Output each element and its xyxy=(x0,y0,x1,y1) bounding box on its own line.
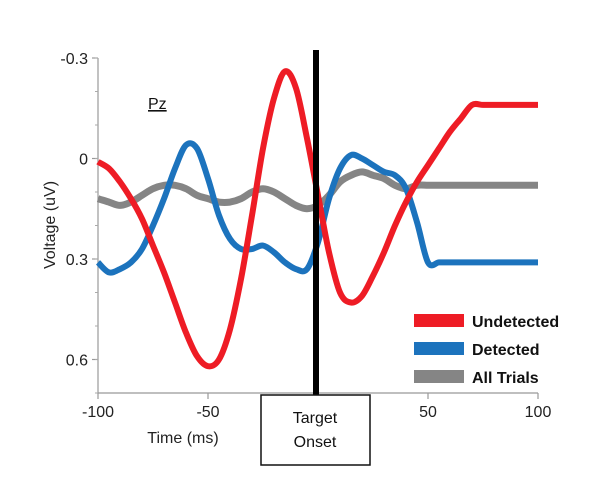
x-tick-label: -100 xyxy=(82,404,114,421)
legend-swatch-detected xyxy=(414,342,464,355)
y-ticks: -0.3 0 0.3 0.6 xyxy=(60,51,98,394)
x-ticks: -100 -50 50 100 xyxy=(82,393,551,421)
x-tick-label: -50 xyxy=(196,404,219,421)
legend-swatch-undetected xyxy=(414,314,464,327)
x-tick-label: 100 xyxy=(525,404,552,421)
y-tick-label: 0.6 xyxy=(66,353,88,370)
target-onset-label-line2: Onset xyxy=(294,434,337,451)
x-axis-title: Time (ms) xyxy=(147,430,218,447)
legend-label-all-trials: All Trials xyxy=(472,370,539,387)
electrode-annotation: Pz xyxy=(148,96,167,113)
x-tick-label: 50 xyxy=(419,404,437,421)
legend-label-detected: Detected xyxy=(472,342,540,359)
y-tick-label: -0.3 xyxy=(60,51,88,68)
legend-label-undetected: Undetected xyxy=(472,314,559,331)
y-tick-label: 0 xyxy=(79,152,88,169)
target-onset-box xyxy=(260,394,371,466)
y-axis-title: Voltage (uV) xyxy=(42,181,59,269)
target-onset-label-line1: Target xyxy=(293,410,338,427)
y-tick-label: 0.3 xyxy=(66,252,88,269)
legend: Undetected Detected All Trials xyxy=(414,314,559,387)
legend-swatch-all-trials xyxy=(414,370,464,383)
